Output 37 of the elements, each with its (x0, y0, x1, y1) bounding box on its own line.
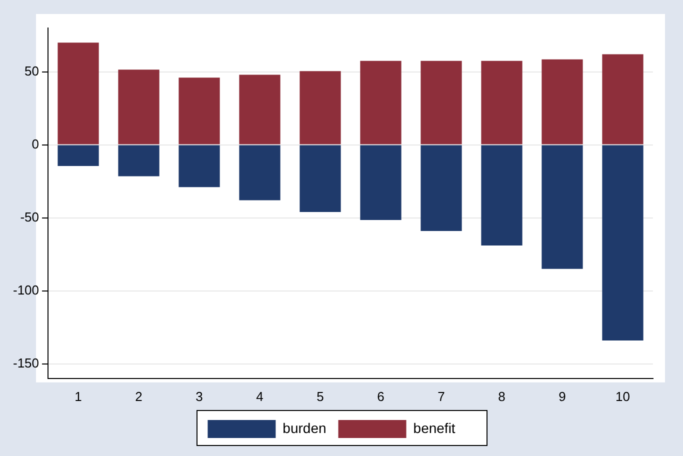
bar (239, 145, 280, 200)
x-tick-label: 1 (74, 388, 82, 404)
x-tick-label: 7 (438, 388, 445, 404)
bar (360, 145, 402, 220)
bar (420, 60, 462, 144)
y-tick-label: -50 (20, 209, 40, 224)
bar (58, 145, 99, 166)
x-tick-label: 3 (196, 388, 203, 404)
bar (602, 54, 644, 144)
bar (481, 60, 522, 144)
x-tick-label: 10 (616, 388, 630, 404)
bar (178, 78, 220, 144)
bar (300, 145, 341, 212)
x-tick-label: 9 (558, 388, 566, 404)
bar (602, 145, 644, 340)
x-tick-label: 6 (377, 388, 384, 404)
legend-label: burden (282, 420, 326, 436)
bar (360, 60, 402, 144)
bar (542, 145, 583, 269)
bar (481, 145, 522, 246)
legend-label: benefit (413, 420, 456, 436)
bar (118, 70, 160, 144)
bar (542, 59, 583, 144)
y-tick-label: -100 (12, 282, 40, 298)
x-tick-label: 2 (135, 388, 142, 404)
y-tick-label: 0 (32, 136, 40, 152)
bar (58, 42, 99, 144)
bar (178, 145, 220, 188)
y-tick-label: -150 (12, 355, 40, 370)
x-tick-label: 5 (316, 388, 324, 404)
bar (239, 74, 280, 144)
bar (118, 145, 160, 176)
x-tick-label: 8 (498, 388, 506, 404)
x-tick-label: 4 (256, 388, 264, 404)
bar (300, 71, 341, 144)
bar (420, 145, 462, 231)
y-tick-label: 50 (24, 63, 40, 78)
